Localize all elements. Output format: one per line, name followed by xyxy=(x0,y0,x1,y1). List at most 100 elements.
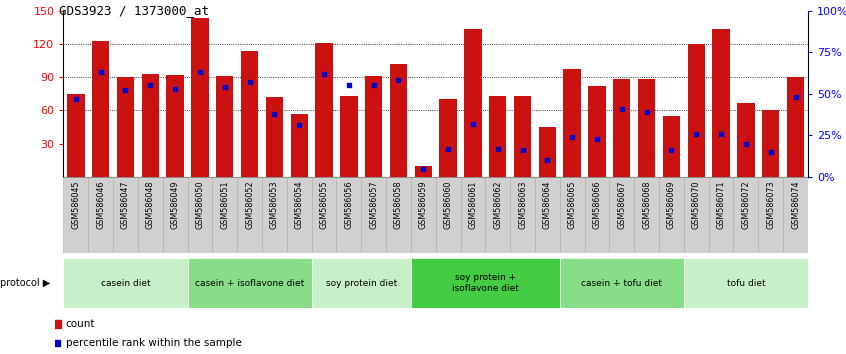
Bar xyxy=(733,177,758,253)
Bar xyxy=(411,258,560,308)
Bar xyxy=(167,75,184,177)
Bar xyxy=(63,258,188,308)
Bar xyxy=(311,258,411,308)
Bar xyxy=(688,44,705,177)
Bar xyxy=(560,258,684,308)
Bar xyxy=(188,258,311,308)
Bar xyxy=(535,177,560,253)
Text: GSM586064: GSM586064 xyxy=(543,181,552,229)
Text: count: count xyxy=(66,319,95,329)
Bar xyxy=(659,177,684,253)
Bar xyxy=(783,177,808,253)
Bar xyxy=(762,110,779,177)
Bar xyxy=(290,114,308,177)
Text: GSM586072: GSM586072 xyxy=(741,181,750,229)
Text: GSM586068: GSM586068 xyxy=(642,181,651,229)
Text: GSM586052: GSM586052 xyxy=(245,181,254,229)
Text: percentile rank within the sample: percentile rank within the sample xyxy=(66,338,241,348)
Bar xyxy=(662,116,680,177)
Bar xyxy=(63,177,88,253)
Text: GSM586055: GSM586055 xyxy=(320,181,328,229)
Bar xyxy=(337,177,361,253)
Bar xyxy=(390,64,407,177)
Bar xyxy=(486,177,510,253)
Bar xyxy=(365,76,382,177)
Bar xyxy=(560,177,585,253)
Bar xyxy=(638,79,656,177)
Bar xyxy=(411,177,436,253)
Bar xyxy=(634,177,659,253)
Bar xyxy=(563,69,581,177)
Bar xyxy=(361,177,386,253)
Text: GSM586071: GSM586071 xyxy=(717,181,726,229)
Bar xyxy=(709,177,733,253)
Bar xyxy=(340,96,358,177)
Bar xyxy=(311,177,337,253)
Text: protocol ▶: protocol ▶ xyxy=(0,278,50,288)
Bar xyxy=(188,177,212,253)
Bar xyxy=(141,74,159,177)
Bar xyxy=(684,258,808,308)
Bar xyxy=(316,43,332,177)
Text: GSM586074: GSM586074 xyxy=(791,181,800,229)
Bar xyxy=(237,177,262,253)
Text: GSM586067: GSM586067 xyxy=(618,181,626,229)
Text: casein + isoflavone diet: casein + isoflavone diet xyxy=(195,279,305,288)
Bar xyxy=(415,166,432,177)
Bar xyxy=(191,18,209,177)
Text: casein diet: casein diet xyxy=(101,279,151,288)
Bar xyxy=(436,177,460,253)
Bar xyxy=(216,76,233,177)
Bar xyxy=(489,96,507,177)
Bar xyxy=(684,177,709,253)
Text: GSM586059: GSM586059 xyxy=(419,181,428,229)
Bar xyxy=(510,177,535,253)
Bar xyxy=(287,177,311,253)
Text: GDS3923 / 1373000_at: GDS3923 / 1373000_at xyxy=(59,4,209,17)
Bar xyxy=(588,86,606,177)
Bar xyxy=(386,177,411,253)
Text: GSM586046: GSM586046 xyxy=(96,181,105,229)
Text: GSM586051: GSM586051 xyxy=(220,181,229,229)
Text: GSM586056: GSM586056 xyxy=(344,181,354,229)
Text: GSM586050: GSM586050 xyxy=(195,181,205,229)
Text: soy protein diet: soy protein diet xyxy=(326,279,397,288)
Bar xyxy=(212,177,237,253)
Text: GSM586058: GSM586058 xyxy=(394,181,403,229)
Bar xyxy=(162,177,188,253)
Bar xyxy=(539,127,556,177)
Bar xyxy=(460,177,486,253)
Text: GSM586048: GSM586048 xyxy=(146,181,155,229)
Bar xyxy=(758,177,783,253)
Text: GSM586054: GSM586054 xyxy=(294,181,304,229)
Bar xyxy=(439,99,457,177)
Text: soy protein +
isoflavone diet: soy protein + isoflavone diet xyxy=(452,274,519,293)
Bar xyxy=(609,177,634,253)
Text: GSM586057: GSM586057 xyxy=(369,181,378,229)
Bar xyxy=(241,51,258,177)
Bar xyxy=(514,96,531,177)
Text: GSM586070: GSM586070 xyxy=(692,181,700,229)
Bar xyxy=(266,97,283,177)
Text: GSM586062: GSM586062 xyxy=(493,181,503,229)
Bar xyxy=(113,177,138,253)
Text: GSM586066: GSM586066 xyxy=(592,181,602,229)
Bar xyxy=(262,177,287,253)
Text: GSM586045: GSM586045 xyxy=(71,181,80,229)
Text: GSM586063: GSM586063 xyxy=(518,181,527,229)
Text: GSM586060: GSM586060 xyxy=(443,181,453,229)
Text: GSM586047: GSM586047 xyxy=(121,181,130,229)
Bar xyxy=(67,94,85,177)
Text: GSM586053: GSM586053 xyxy=(270,181,279,229)
Text: GSM586073: GSM586073 xyxy=(766,181,775,229)
Bar xyxy=(585,177,609,253)
Bar xyxy=(737,103,755,177)
Text: casein + tofu diet: casein + tofu diet xyxy=(581,279,662,288)
Bar xyxy=(117,77,135,177)
Bar xyxy=(712,29,730,177)
Text: tofu diet: tofu diet xyxy=(727,279,765,288)
Bar xyxy=(138,177,162,253)
Text: GSM586065: GSM586065 xyxy=(568,181,577,229)
Text: GSM586061: GSM586061 xyxy=(469,181,477,229)
Bar xyxy=(613,79,630,177)
